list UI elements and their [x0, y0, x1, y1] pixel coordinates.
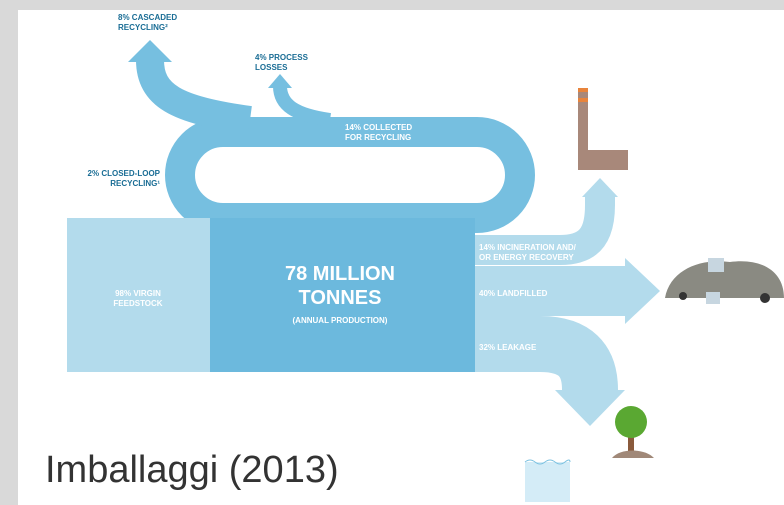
flow-label: 2% CLOSED-LOOP	[88, 169, 161, 178]
leakage-flow	[475, 316, 618, 392]
arrowhead	[555, 390, 625, 426]
losses-flow	[273, 85, 332, 127]
flow-label: RECYCLING²	[118, 23, 168, 32]
main-box	[210, 218, 475, 372]
flow-label: 14% INCINERATION AND/	[479, 243, 577, 252]
arrowhead	[268, 74, 292, 88]
input-label: FEEDSTOCK	[113, 299, 162, 308]
arrowhead	[625, 258, 660, 324]
flow-label: 8% CASCADED	[118, 13, 177, 22]
caption: Imballaggi (2013)	[45, 449, 339, 491]
center-title: 78 MILLION	[285, 263, 395, 285]
arrowhead	[128, 40, 172, 62]
flow-label: FOR RECYCLING	[345, 133, 411, 142]
water-icon	[524, 459, 571, 502]
center-title: TONNES	[299, 287, 382, 309]
flow-label: 32% LEAKAGE	[479, 343, 537, 352]
cascaded-flow	[136, 59, 252, 134]
flow-label: 14% COLLECTED	[345, 123, 412, 132]
landfill-flow	[475, 266, 625, 316]
input-label: 98% VIRGIN	[115, 289, 161, 298]
flow-label: 4% PROCESS	[255, 53, 309, 62]
input-box	[67, 218, 210, 372]
tree-icon	[612, 406, 654, 458]
flow-label: LOSSES	[255, 63, 288, 72]
flow-label: RECYCLING¹	[110, 179, 160, 188]
arrowhead	[582, 178, 618, 197]
factory-icon	[578, 88, 628, 170]
flow-label: OR ENERGY RECOVERY	[479, 253, 574, 262]
incineration-flow	[475, 195, 615, 265]
flow-label: 40% LANDFILLED	[479, 289, 548, 298]
landfill-icon	[665, 258, 784, 304]
center-note: (ANNUAL PRODUCTION)	[293, 316, 388, 325]
